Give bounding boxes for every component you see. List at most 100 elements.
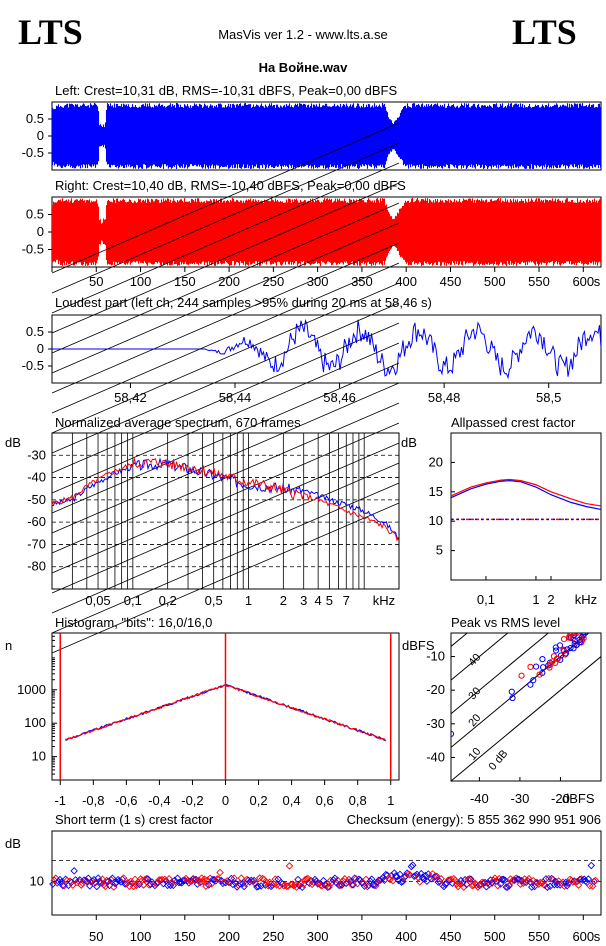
crest-point	[540, 881, 549, 889]
crest-point	[168, 878, 176, 887]
crest-point	[248, 877, 257, 885]
y-tick-label: 10	[30, 873, 44, 888]
crest-point	[333, 876, 342, 884]
crest-point	[479, 878, 488, 887]
y-tick-label: -50	[27, 492, 46, 507]
scatter-point	[600, 624, 605, 629]
x-tick-label: 200	[218, 274, 240, 289]
y-tick-label: 100	[24, 715, 46, 730]
scatter-point	[601, 624, 606, 629]
x-tick-label: 2	[280, 593, 287, 608]
allpassed-crest-title: Allpassed crest factor	[451, 415, 576, 430]
right-spectrum-line	[51, 457, 399, 542]
crest-point	[356, 876, 365, 884]
slope-line	[51, 162, 400, 314]
crest-point	[179, 876, 187, 885]
crest-point	[298, 883, 306, 892]
crest-point	[437, 874, 445, 883]
x-tick-label: -0,8	[82, 793, 104, 808]
crest-point	[494, 881, 502, 890]
x-tick-label: s	[594, 929, 601, 944]
crest-point	[71, 876, 80, 884]
x-tick-label: 50	[89, 929, 103, 944]
scatter-point	[590, 624, 595, 629]
y-tick-label: -0.5	[22, 145, 44, 160]
scatter-point	[601, 624, 606, 629]
x-tick-label: 350	[351, 929, 373, 944]
scatter-point	[570, 645, 577, 652]
scatter-point	[592, 626, 597, 631]
scatter-point	[573, 633, 579, 635]
x-tick-label: 600	[572, 274, 594, 289]
crest-point	[416, 878, 424, 886]
diag-label: 10	[466, 746, 483, 763]
crest-point	[316, 881, 325, 890]
logo-left: LTS	[18, 12, 83, 52]
crest-point	[312, 877, 321, 886]
x-tick-label: 58,5	[536, 390, 561, 405]
peak-vs-rms-plot: 40 30 20 10 0 dB -10 -20 -30 -40 -40 -30 -20	[426, 624, 606, 806]
x-tick-label: kHz	[575, 592, 597, 607]
crest-point	[408, 861, 417, 869]
crest-point	[70, 867, 78, 875]
crest-point	[292, 883, 301, 891]
scatter-point	[594, 624, 599, 629]
x-tick-label: 0,8	[349, 793, 367, 808]
x-tick-label: -40	[470, 791, 489, 806]
y-tick-label: -30	[27, 447, 46, 462]
crest-point	[502, 883, 511, 891]
crest-point	[251, 879, 260, 888]
x-tick-label: 0,1	[124, 593, 142, 608]
x-tick-label: 58,44	[219, 390, 252, 405]
crest-point	[584, 875, 593, 883]
crest-point	[549, 875, 557, 884]
x-tick-label: -0,4	[148, 793, 170, 808]
crest-point	[200, 875, 209, 883]
slope-line	[51, 422, 400, 574]
scatter-point	[557, 656, 564, 663]
diag-label: 40	[466, 651, 483, 668]
crest-point	[328, 878, 336, 887]
crest-point	[250, 876, 258, 885]
x-tick-label: 58,46	[323, 390, 356, 405]
x-tick-label: 0	[222, 793, 229, 808]
y-tick-label: -10	[426, 649, 445, 664]
x-tick-label: 600	[572, 929, 594, 944]
x-tick-label: 250	[263, 929, 285, 944]
plot-inner	[451, 624, 606, 781]
avg-spectrum-title: Normalized average spectrum, 670 frames	[55, 415, 301, 430]
histogram-ylabel: n	[5, 638, 12, 653]
x-tick-label: 100	[130, 929, 152, 944]
slope-line	[51, 322, 400, 474]
crest-point	[142, 875, 151, 883]
slope-line	[51, 442, 400, 594]
crest-point	[216, 868, 224, 877]
short-term-crest-title: Short term (1 s) crest factor	[55, 812, 214, 827]
slope-line	[51, 502, 400, 654]
scatter-point	[600, 624, 605, 629]
crest-point	[374, 876, 383, 885]
x-tick-label: 0,05	[85, 593, 110, 608]
x-tick-label: 450	[440, 274, 462, 289]
diag-label: 0 dB	[487, 748, 511, 773]
y-tick-label: -80	[27, 559, 46, 574]
slope-line	[51, 302, 400, 454]
slope-line	[51, 182, 400, 334]
crest-point	[204, 881, 213, 889]
scatter-point	[546, 664, 553, 671]
scatter-point	[580, 633, 587, 636]
logo-right: LTS	[512, 12, 577, 52]
crest-point	[336, 881, 345, 889]
x-tick-label: 550	[528, 274, 550, 289]
left-waveform-title: Left: Crest=10,31 dB, RMS=-10,31 dBFS, P…	[55, 83, 397, 98]
crest-point	[454, 882, 462, 891]
plot-frame	[450, 632, 602, 782]
crest-diagonal	[451, 655, 601, 781]
crest-point	[56, 875, 64, 884]
peak-vs-rms-title: Peak vs RMS level	[451, 615, 560, 630]
x-tick-label: 450	[440, 929, 462, 944]
crest-point	[237, 874, 246, 882]
x-tick-label: 1	[532, 592, 539, 607]
crest-point	[467, 875, 475, 883]
y-tick-label: 0	[37, 341, 44, 356]
